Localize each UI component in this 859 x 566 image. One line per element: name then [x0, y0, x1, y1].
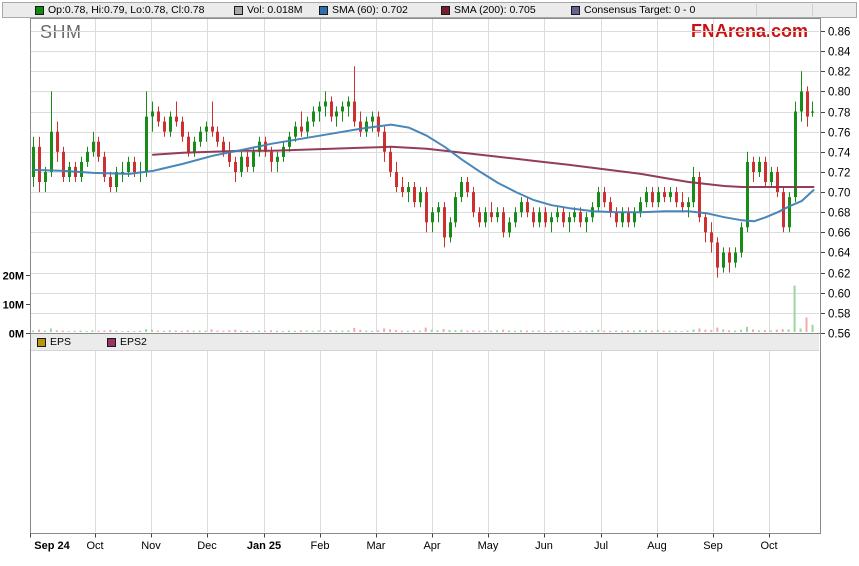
- svg-text:Sep: Sep: [703, 540, 723, 552]
- eps-legend-item: EPS: [37, 336, 71, 348]
- top-legend-item: SMA (60): 0.702: [319, 4, 408, 16]
- svg-text:Jan 25: Jan 25: [247, 540, 281, 552]
- volume-axis-labels: 20M 10M 0M: [3, 271, 30, 341]
- top-legend-swatch-icon: [234, 5, 243, 15]
- svg-text:Jul: Jul: [594, 540, 608, 552]
- svg-text:0.72: 0.72: [828, 168, 850, 180]
- top-legend-label: SMA (60): 0.702: [332, 4, 408, 16]
- top-legend-label: Op:0.78, Hi:0.79, Lo:0.78, Cl:0.78: [48, 4, 205, 16]
- svg-text:May: May: [478, 540, 499, 552]
- legend-separator: [756, 4, 757, 16]
- svg-text:0.86: 0.86: [828, 27, 850, 39]
- svg-text:0.84: 0.84: [828, 47, 851, 59]
- top-legend-item: SMA (200): 0.705: [441, 4, 536, 16]
- svg-text:0.58: 0.58: [828, 309, 850, 321]
- svg-text:0.68: 0.68: [828, 208, 850, 220]
- eps-legend-swatch-icon: [37, 337, 46, 347]
- price-axis-labels: 0.86 0.84 0.82 0.80 0.78 0.76 0.74 0.72 0.70 0.68…: [821, 27, 851, 341]
- top-legend-label: SMA (200): 0.705: [454, 4, 536, 16]
- svg-text:0.66: 0.66: [828, 228, 850, 240]
- top-legend-label: Consensus Target: 0 - 0: [584, 4, 696, 16]
- sma200-line: [152, 145, 815, 188]
- svg-text:0.56: 0.56: [828, 329, 850, 341]
- svg-text:Feb: Feb: [311, 540, 330, 552]
- svg-text:10M: 10M: [3, 300, 24, 312]
- svg-text:0.74: 0.74: [828, 148, 851, 160]
- svg-text:0M: 0M: [9, 329, 24, 341]
- svg-text:Oct: Oct: [760, 540, 777, 552]
- svg-text:0.80: 0.80: [828, 87, 850, 99]
- eps-legend-item: EPS2: [107, 336, 147, 348]
- legend-separator: [812, 4, 813, 16]
- svg-text:20M: 20M: [3, 271, 24, 283]
- eps-legend-swatch-icon: [107, 337, 116, 347]
- sma60-line: [33, 123, 815, 223]
- svg-text:0.64: 0.64: [828, 248, 851, 260]
- top-legend-swatch-icon: [571, 5, 580, 15]
- plot-borders: [30, 18, 821, 534]
- top-legend-item: Consensus Target: 0 - 0: [571, 4, 695, 16]
- svg-text:Aug: Aug: [647, 540, 667, 552]
- svg-text:0.62: 0.62: [828, 269, 850, 281]
- top-legend-item: Vol: 0.018M: [234, 4, 302, 16]
- eps-legend-bar: EPS EPS2: [31, 334, 819, 351]
- svg-text:0.82: 0.82: [828, 67, 850, 79]
- top-legend-swatch-icon: [35, 5, 44, 15]
- svg-text:0.70: 0.70: [828, 188, 850, 200]
- gridlines: [31, 19, 819, 532]
- volume-bars: [32, 285, 814, 333]
- eps-legend-label: EPS2: [120, 336, 147, 348]
- chart-legend-bar: Op:0.78, Hi:0.79, Lo:0.78, Cl:0.78 Vol: 0…: [2, 2, 857, 18]
- eps-legend-label: EPS: [50, 336, 72, 348]
- top-legend-item: Op:0.78, Hi:0.79, Lo:0.78, Cl:0.78: [35, 4, 204, 16]
- svg-text:Sep 24: Sep 24: [34, 540, 70, 552]
- svg-text:Mar: Mar: [367, 540, 386, 552]
- svg-text:0.60: 0.60: [828, 289, 850, 301]
- svg-text:0.76: 0.76: [828, 128, 850, 140]
- top-legend-swatch-icon: [441, 5, 450, 15]
- svg-text:Nov: Nov: [141, 540, 161, 552]
- month-axis-labels: Sep 24 Oct Nov Dec Jan 25 Feb Mar Apr May Jun Jul A…: [30, 533, 778, 552]
- svg-text:Dec: Dec: [197, 540, 217, 552]
- svg-text:Jun: Jun: [535, 540, 553, 552]
- top-legend-label: Vol: 0.018M: [247, 4, 303, 16]
- top-legend-swatch-icon: [319, 5, 328, 15]
- svg-text:Oct: Oct: [86, 540, 103, 552]
- svg-text:0.78: 0.78: [828, 108, 850, 120]
- svg-text:Apr: Apr: [423, 540, 440, 552]
